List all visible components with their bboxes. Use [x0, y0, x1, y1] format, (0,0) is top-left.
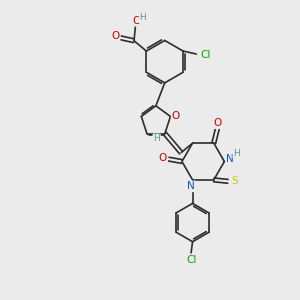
Text: Cl: Cl: [186, 255, 196, 265]
Text: O: O: [214, 118, 222, 128]
Text: O: O: [159, 153, 167, 163]
Text: H: H: [233, 149, 240, 158]
Text: O: O: [133, 16, 141, 26]
Text: N: N: [226, 154, 234, 164]
Text: Cl: Cl: [201, 50, 211, 61]
Text: O: O: [111, 31, 120, 41]
Text: H: H: [140, 13, 146, 22]
Text: O: O: [172, 111, 180, 121]
Text: H: H: [153, 134, 160, 143]
Text: N: N: [187, 181, 195, 191]
Text: S: S: [231, 176, 238, 186]
